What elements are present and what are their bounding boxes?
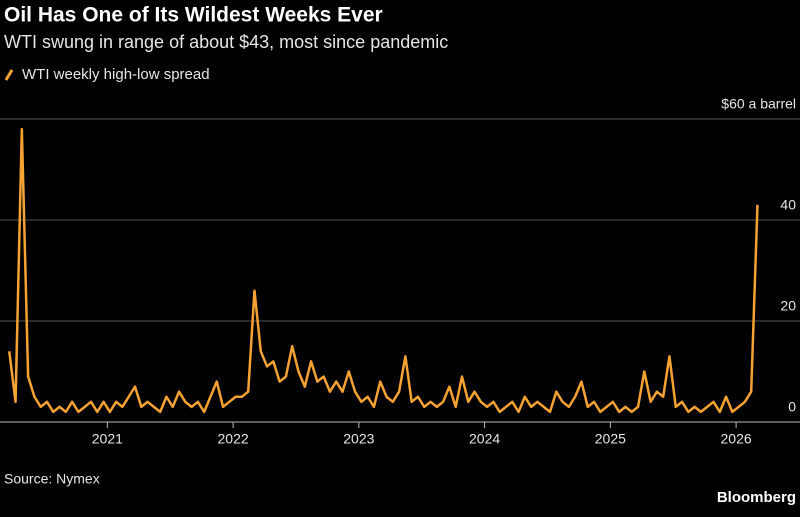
x-tick-label: 2023: [343, 431, 374, 447]
source: Source: Nymex: [4, 471, 100, 487]
x-tick-label: 2024: [469, 431, 500, 447]
y-tick-label: 40: [780, 197, 796, 213]
series-line: [8, 127, 759, 414]
legend-label: WTI weekly high-low spread: [22, 66, 210, 83]
brand: Bloomberg: [717, 489, 796, 506]
x-tick-label: 2021: [92, 431, 123, 447]
y-tick-label: 0: [788, 399, 796, 415]
y-tick-label: 20: [780, 298, 796, 314]
chart-title: Oil Has One of Its Wildest Weeks Ever: [4, 4, 383, 27]
y-tick-label: $60 a barrel: [721, 96, 796, 112]
legend-swatch: [4, 69, 14, 81]
x-tick-label: 2022: [218, 431, 249, 447]
x-tick-label: 2025: [595, 431, 626, 447]
x-tick-label: 2026: [721, 431, 752, 447]
chart-subtitle: WTI swung in range of about $43, most si…: [4, 32, 448, 52]
